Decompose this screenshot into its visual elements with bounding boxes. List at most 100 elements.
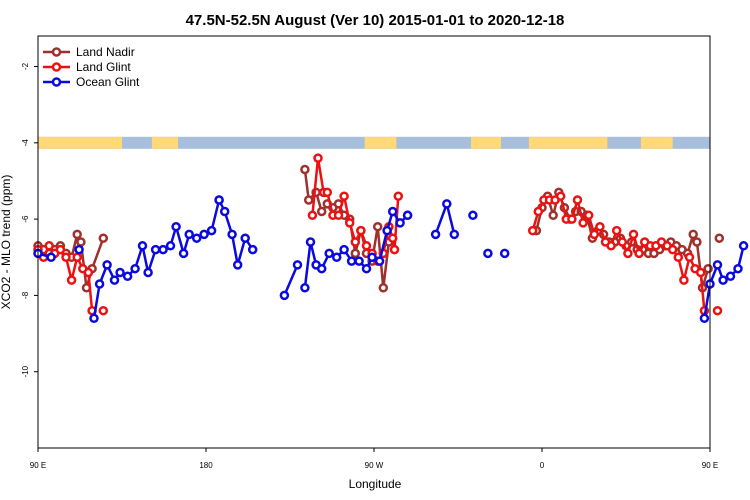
data-point xyxy=(165,241,176,251)
data-point xyxy=(589,229,600,240)
data-point xyxy=(738,241,749,251)
data-point xyxy=(76,237,86,247)
data-point xyxy=(98,305,109,316)
data-point xyxy=(305,237,316,247)
data-point xyxy=(402,210,413,221)
data-point xyxy=(279,290,290,301)
series-layer xyxy=(33,153,749,324)
y-axis: -2 -4 -6 -8 -10 xyxy=(21,62,38,377)
data-point xyxy=(555,191,566,201)
data-point xyxy=(361,263,372,274)
data-point xyxy=(572,195,583,205)
data-point xyxy=(449,229,460,240)
data-point xyxy=(46,252,56,263)
data-point xyxy=(83,267,94,278)
data-point xyxy=(628,229,639,240)
data-point xyxy=(339,244,349,255)
legend-label: Land Nadir xyxy=(76,45,135,59)
data-point xyxy=(548,210,558,221)
data-point xyxy=(74,244,84,255)
data-point xyxy=(483,248,493,259)
data-point xyxy=(300,164,310,175)
data-point xyxy=(109,275,120,285)
data-point xyxy=(143,267,153,278)
data-point xyxy=(583,210,594,221)
data-point xyxy=(367,252,377,263)
data-point xyxy=(150,244,161,255)
data-point xyxy=(623,248,633,259)
data-point xyxy=(354,256,364,266)
x-tick-label: 90 W xyxy=(365,461,384,470)
x-tick-label: 90 E xyxy=(702,461,718,470)
data-point xyxy=(72,229,82,240)
data-point xyxy=(378,283,389,293)
data-point xyxy=(214,195,224,205)
data-point xyxy=(595,221,605,232)
data-point xyxy=(89,313,99,324)
data-point xyxy=(667,244,678,255)
data-point xyxy=(115,267,125,278)
data-point xyxy=(703,263,713,274)
data-point xyxy=(122,271,133,282)
data-point xyxy=(307,210,318,221)
data-point xyxy=(300,283,310,293)
data-point xyxy=(714,233,725,243)
data-point xyxy=(395,218,405,228)
data-point xyxy=(240,233,250,243)
data-point xyxy=(303,195,314,205)
data-point xyxy=(350,248,361,259)
x-tick-label: 180 xyxy=(199,461,213,470)
data-point xyxy=(387,206,398,217)
data-point xyxy=(184,229,194,240)
land-band-segment xyxy=(528,136,608,149)
data-point xyxy=(206,225,217,236)
data-point xyxy=(733,263,743,274)
data-point xyxy=(361,241,372,251)
data-point xyxy=(171,221,181,232)
data-point xyxy=(606,241,616,251)
data-point xyxy=(350,237,361,247)
land-band-segment xyxy=(38,136,122,149)
data-point xyxy=(72,252,82,263)
data-point xyxy=(313,153,323,163)
data-point xyxy=(617,237,628,247)
x-tick-label: 0 xyxy=(540,461,545,470)
data-point xyxy=(673,252,684,263)
data-point xyxy=(499,248,510,259)
y-tick-label: -2 xyxy=(21,62,30,70)
data-point xyxy=(611,225,622,236)
data-point xyxy=(393,191,404,201)
data-point xyxy=(578,218,588,228)
data-point xyxy=(684,252,695,263)
data-point xyxy=(178,248,189,259)
x-axis-label: Longitude xyxy=(349,477,402,491)
data-point xyxy=(387,233,398,243)
data-point xyxy=(98,233,109,243)
data-point xyxy=(158,244,168,255)
data-point xyxy=(533,206,544,217)
y-tick-label: -8 xyxy=(21,291,30,299)
data-point xyxy=(634,248,644,259)
data-point xyxy=(232,260,243,270)
data-point xyxy=(695,267,706,278)
data-point xyxy=(725,271,736,282)
y-tick-label: -4 xyxy=(21,139,30,147)
data-point xyxy=(442,199,452,209)
land-band-segment xyxy=(640,136,673,149)
data-point xyxy=(316,206,327,217)
data-point xyxy=(292,260,303,270)
data-point xyxy=(712,260,723,270)
legend-marker xyxy=(51,47,62,57)
data-point xyxy=(94,279,105,289)
data-point xyxy=(322,187,333,198)
data-point xyxy=(191,233,202,243)
y-tick-label: -6 xyxy=(21,215,30,223)
data-point xyxy=(55,244,66,255)
data-point xyxy=(468,210,478,221)
data-point xyxy=(699,313,710,324)
data-point xyxy=(382,225,392,236)
legend-label: Land Glint xyxy=(76,60,131,74)
data-point xyxy=(372,221,383,232)
